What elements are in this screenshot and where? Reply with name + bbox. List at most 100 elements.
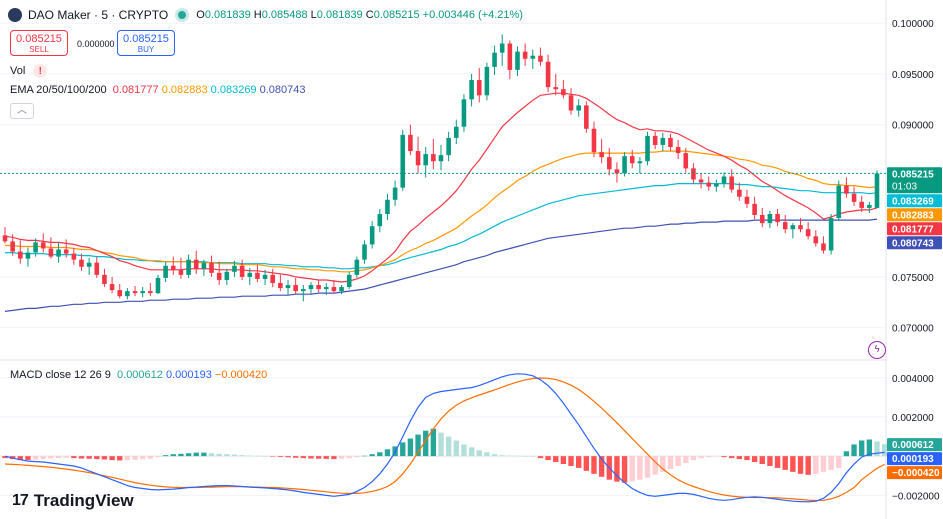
- candle-body: [744, 196, 750, 204]
- candle-body: [63, 249, 69, 254]
- candle-body: [25, 252, 31, 259]
- symbol-title[interactable]: DAO Maker · 5 · CRYPTO: [28, 8, 169, 22]
- collapse-legend-button[interactable]: ︿: [10, 103, 34, 119]
- price-ema20-badge-text: 0.081777: [892, 224, 934, 235]
- candle: [744, 189, 750, 208]
- candle: [323, 282, 329, 296]
- candle: [576, 99, 581, 117]
- price-tick-label: 0.075000: [892, 273, 934, 284]
- candle: [775, 208, 780, 227]
- macd-hist-bar: [185, 453, 192, 457]
- macd-hist-bar: [629, 456, 635, 482]
- warning-icon[interactable]: !: [33, 64, 48, 78]
- price-last-badge-text: 0.085215: [892, 169, 934, 180]
- candle-body: [369, 226, 375, 245]
- macd-legend[interactable]: MACD close 12 26 9 0.000612 0.000193 −0.…: [10, 369, 267, 381]
- candle: [469, 73, 474, 107]
- macd-hist-bar: [690, 456, 697, 461]
- candle-body: [591, 128, 597, 153]
- macd-hist-bar: [384, 449, 391, 457]
- macd-badges: 0.000612 0.000193 −0.000420: [887, 438, 942, 480]
- candle-body: [216, 272, 222, 280]
- candle: [515, 46, 520, 76]
- macd-signal-badge-text: −0.000420: [892, 468, 940, 479]
- candle: [645, 131, 650, 166]
- macd-hist-bar: [706, 456, 712, 458]
- ohlc-values: O0.081839 H0.085488 L0.081839 C0.085215 …: [196, 9, 523, 21]
- candle: [140, 287, 145, 298]
- macd-hist-bar: [576, 456, 582, 468]
- ema100-value: 0.083269: [210, 84, 257, 96]
- price-axis[interactable]: 0.100000 0.095000 0.090000 0.075000 0.070000: [892, 19, 934, 334]
- candle: [186, 254, 191, 278]
- candle-body: [874, 173, 880, 208]
- candle: [56, 242, 61, 263]
- candle: [2, 227, 8, 244]
- candle-body: [469, 80, 474, 100]
- candle: [874, 170, 880, 208]
- candle-body: [178, 269, 184, 275]
- candle: [461, 94, 467, 132]
- macd-tick-label: 0.002000: [892, 413, 934, 424]
- candle: [18, 240, 23, 264]
- macd-hist-bar: [247, 455, 253, 457]
- volume-legend[interactable]: Vol !: [10, 64, 48, 78]
- candle: [132, 286, 138, 297]
- macd-hist-bar: [109, 456, 115, 461]
- macd-axis[interactable]: 0.004000 0.002000 −0.002000: [892, 374, 940, 503]
- macd-hist-bar: [499, 455, 505, 457]
- candle: [155, 274, 161, 295]
- candle: [790, 223, 796, 239]
- buy-button[interactable]: 0.085215 BUY: [117, 30, 175, 56]
- candle: [767, 210, 773, 229]
- price-ema200-badge-text: 0.080743: [892, 238, 934, 249]
- candle: [170, 256, 176, 275]
- candle: [209, 255, 214, 277]
- tradingview-logo[interactable]: 17 TradingView: [12, 491, 134, 511]
- macd-hist-bar: [270, 456, 276, 457]
- candle-body: [33, 242, 38, 253]
- candle-body: [813, 236, 819, 244]
- candle-body: [637, 161, 643, 164]
- price-tick-label: 0.100000: [892, 19, 934, 30]
- candle-body: [423, 154, 428, 166]
- macd-hist-bar: [277, 456, 284, 457]
- macd-hist-bar: [759, 456, 765, 464]
- macd-hist-bar: [614, 456, 620, 482]
- sell-button[interactable]: 0.085215 SELL: [10, 30, 68, 56]
- candle-body: [515, 51, 520, 70]
- price-tick-label: 0.095000: [892, 70, 934, 81]
- candle-body: [622, 156, 627, 174]
- candle: [278, 274, 283, 292]
- macd-macd-badge-text: 0.000193: [892, 454, 934, 465]
- macd-label: MACD close 12 26 9: [10, 369, 111, 381]
- candle: [484, 62, 490, 101]
- macd-hist-bar: [86, 456, 92, 459]
- candle-body: [94, 262, 100, 275]
- ema-legend[interactable]: EMA 20/50/100/200 0.081777 0.082883 0.08…: [10, 84, 306, 96]
- price-tick-label: 0.070000: [892, 324, 934, 335]
- macd-hist-bar: [805, 456, 811, 475]
- candle-body: [606, 157, 612, 170]
- macd-tick-label: 0.004000: [892, 374, 934, 385]
- macd-hist-bar: [782, 456, 788, 470]
- candle-body: [278, 282, 283, 289]
- candle-body: [530, 55, 536, 59]
- open-label: O: [196, 9, 205, 21]
- candle: [385, 193, 390, 221]
- macd-hist-bar: [124, 456, 131, 461]
- macd-hist-bar: [308, 456, 314, 459]
- macd-hist-bar: [400, 442, 406, 457]
- candle: [224, 268, 230, 286]
- flash-icon[interactable]: ϟ: [868, 341, 886, 359]
- candle-body: [759, 215, 765, 224]
- candle: [262, 269, 268, 286]
- candle: [400, 129, 406, 191]
- candle-body: [438, 155, 444, 162]
- candle: [377, 208, 383, 233]
- macd-hist-bar: [491, 454, 498, 457]
- macd-hist-bar: [637, 456, 643, 480]
- candle-body: [584, 105, 589, 129]
- macd-hist-bar: [537, 456, 544, 459]
